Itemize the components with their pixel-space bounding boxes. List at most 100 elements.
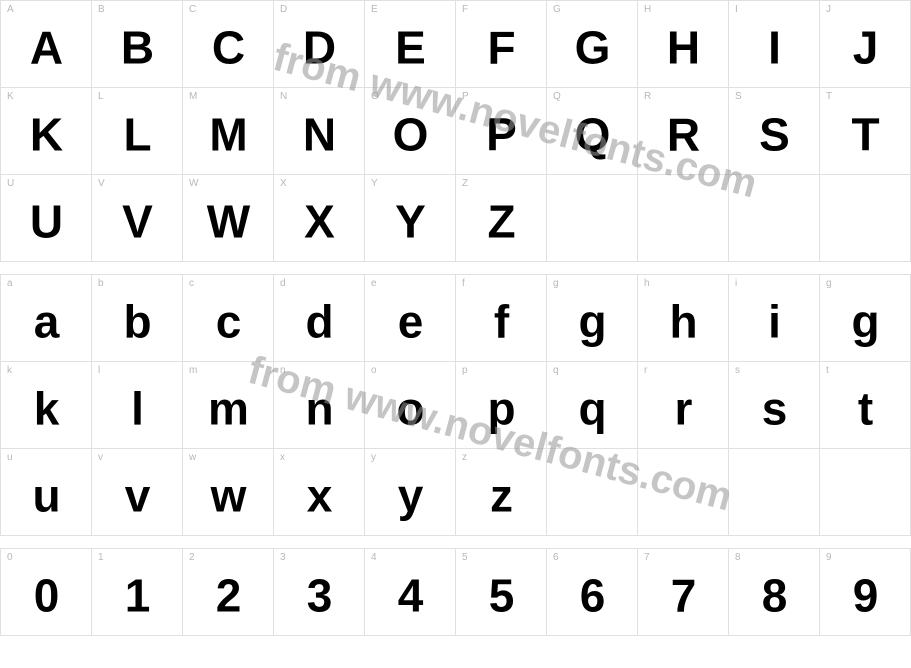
glyph-cell: hh xyxy=(638,275,729,362)
cell-label: x xyxy=(280,452,285,463)
cell-glyph: O xyxy=(393,112,428,158)
glyph-cell xyxy=(547,175,638,262)
cell-label: 7 xyxy=(644,552,650,563)
cell-label: R xyxy=(644,91,651,102)
cell-label: u xyxy=(7,452,13,463)
cell-glyph: T xyxy=(851,112,878,158)
glyph-cell: WW xyxy=(183,175,274,262)
glyph-cell: LL xyxy=(92,88,183,175)
cell-label: I xyxy=(735,4,738,15)
glyph-cell: BB xyxy=(92,1,183,88)
cell-label: E xyxy=(371,4,378,15)
cell-label: V xyxy=(98,178,105,189)
cell-label: O xyxy=(371,91,379,102)
cell-glyph: u xyxy=(32,473,59,519)
cell-glyph: a xyxy=(34,299,59,345)
cell-label: 5 xyxy=(462,552,468,563)
cell-glyph: d xyxy=(305,299,332,345)
glyph-cell: 33 xyxy=(274,549,365,636)
glyph-cell: ff xyxy=(456,275,547,362)
cell-label: 8 xyxy=(735,552,741,563)
cell-glyph: c xyxy=(216,299,241,345)
cell-glyph: Y xyxy=(395,199,425,245)
cell-label: Y xyxy=(371,178,378,189)
cell-glyph: r xyxy=(675,386,692,432)
cell-glyph: p xyxy=(487,386,514,432)
cell-glyph: W xyxy=(207,199,249,245)
cell-label: f xyxy=(462,278,465,289)
glyph-cell xyxy=(820,449,911,536)
cell-label: g xyxy=(553,278,559,289)
glyph-cell: gg xyxy=(547,275,638,362)
glyph-cell: ll xyxy=(92,362,183,449)
glyph-cell: HH xyxy=(638,1,729,88)
cell-glyph: I xyxy=(768,25,780,71)
glyph-cell: XX xyxy=(274,175,365,262)
glyph-cell: AA xyxy=(1,1,92,88)
cell-label: D xyxy=(280,4,287,15)
cell-label: 9 xyxy=(826,552,832,563)
cell-label: M xyxy=(189,91,197,102)
cell-glyph: R xyxy=(667,112,699,158)
glyph-cell: aa xyxy=(1,275,92,362)
cell-label: e xyxy=(371,278,377,289)
cell-label: U xyxy=(7,178,14,189)
cell-label: A xyxy=(7,4,14,15)
glyph-cell: 00 xyxy=(1,549,92,636)
glyph-cell: yy xyxy=(365,449,456,536)
cell-label: X xyxy=(280,178,287,189)
cell-glyph: h xyxy=(669,299,696,345)
glyph-cell xyxy=(729,449,820,536)
cell-label: n xyxy=(280,365,286,376)
cell-glyph: 4 xyxy=(398,573,423,619)
cell-glyph: 0 xyxy=(34,573,59,619)
glyph-cell: PP xyxy=(456,88,547,175)
glyph-cell xyxy=(638,175,729,262)
cell-glyph: f xyxy=(494,299,508,345)
glyph-cell: NN xyxy=(274,88,365,175)
uppercase-section: AABBCCDDEEFFGGHHIIJJKKLLMMNNOOPPQQRRSSTT… xyxy=(0,0,911,262)
cell-label: 2 xyxy=(189,552,195,563)
cell-label: b xyxy=(98,278,104,289)
cell-label: s xyxy=(735,365,740,376)
glyph-cell: cc xyxy=(183,275,274,362)
cell-glyph: K xyxy=(30,112,62,158)
cell-glyph: 8 xyxy=(762,573,787,619)
cell-label: 4 xyxy=(371,552,377,563)
cell-label: z xyxy=(462,452,467,463)
glyph-cell: UU xyxy=(1,175,92,262)
cell-label: p xyxy=(462,365,468,376)
cell-glyph: i xyxy=(768,299,780,345)
cell-glyph: L xyxy=(123,112,150,158)
glyph-cell: KK xyxy=(1,88,92,175)
glyph-cell: TT xyxy=(820,88,911,175)
glyph-cell xyxy=(547,449,638,536)
cell-glyph: v xyxy=(125,473,150,519)
cell-glyph: x xyxy=(307,473,332,519)
cell-label: T xyxy=(826,91,832,102)
cell-glyph: F xyxy=(487,25,514,71)
cell-glyph: V xyxy=(122,199,152,245)
glyph-cell: vv xyxy=(92,449,183,536)
glyph-cell: qq xyxy=(547,362,638,449)
cell-glyph: m xyxy=(208,386,248,432)
glyph-cell: MM xyxy=(183,88,274,175)
cell-glyph: G xyxy=(575,25,610,71)
cell-glyph: n xyxy=(305,386,332,432)
glyph-cell: YY xyxy=(365,175,456,262)
cell-label: L xyxy=(98,91,104,102)
cell-glyph: 5 xyxy=(489,573,514,619)
cell-glyph: P xyxy=(486,112,516,158)
cell-label: l xyxy=(98,365,100,376)
cell-glyph: b xyxy=(123,299,150,345)
cell-glyph: t xyxy=(858,386,872,432)
cell-label: Q xyxy=(553,91,561,102)
glyph-cell: CC xyxy=(183,1,274,88)
cell-glyph: M xyxy=(209,112,246,158)
glyph-cell: uu xyxy=(1,449,92,536)
glyph-cell: 77 xyxy=(638,549,729,636)
glyph-cell: ww xyxy=(183,449,274,536)
glyph-cell: dd xyxy=(274,275,365,362)
glyph-cell: ss xyxy=(729,362,820,449)
cell-label: v xyxy=(98,452,103,463)
